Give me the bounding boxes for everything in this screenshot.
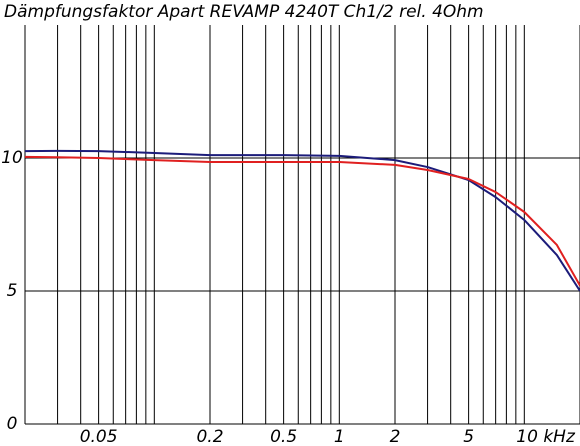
y-tick-label: 0 [7,414,18,434]
x-tick-label: 0.05 [80,427,118,446]
line [24,149,580,292]
x-tick-label: 5 [463,427,474,446]
x-tick-label: 10 kHz [516,427,576,446]
x-tick-label: 2 [390,427,401,446]
y-tick-label: 5 [7,281,18,301]
x-tick-label: 0.5 [270,427,297,446]
line [24,155,580,287]
x-tick-label: 0.2 [196,427,223,446]
chart-title: Dämpfungsfaktor Apart REVAMP 4240T Ch1/2… [4,2,484,22]
y-tick-label: 10 [1,148,23,168]
x-tick-label: 1 [334,427,345,446]
